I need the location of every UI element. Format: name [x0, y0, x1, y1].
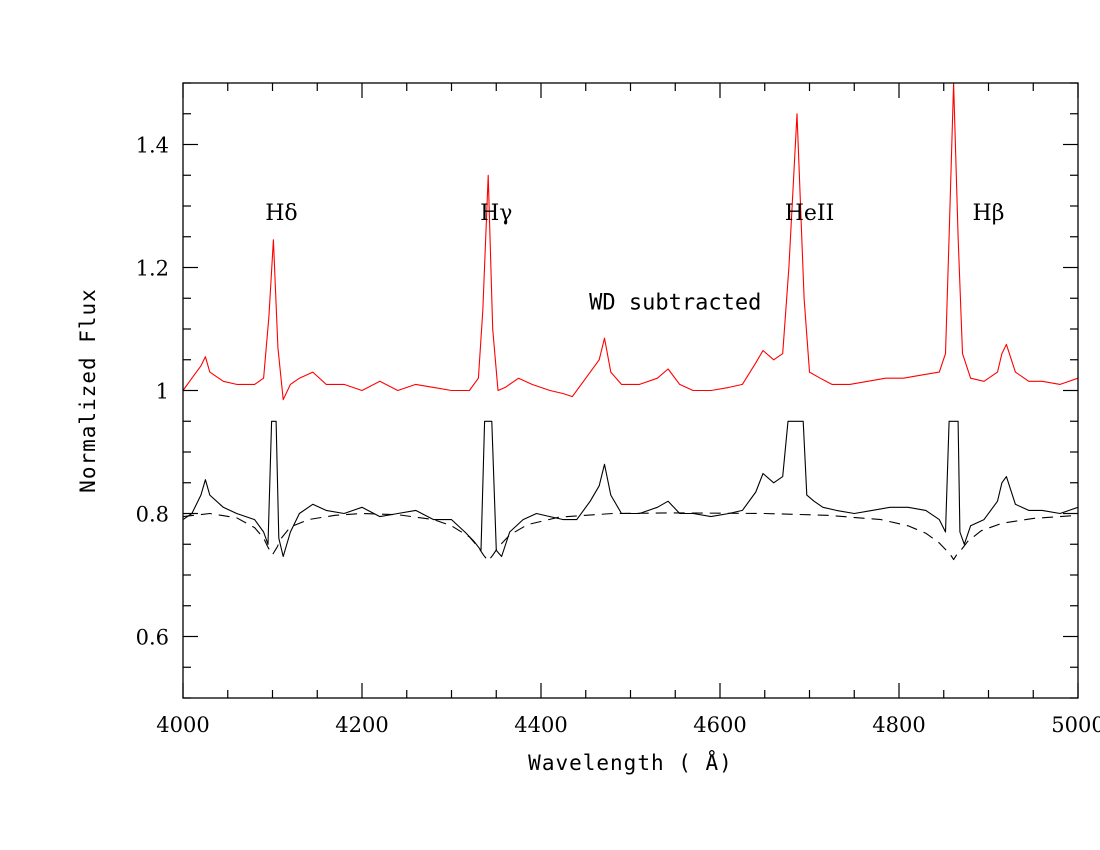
annotation-label: HeII: [785, 201, 835, 226]
annotation-label: Hγ: [480, 201, 512, 226]
annotation-label: Hβ: [973, 201, 1005, 226]
x-tick-label: 4400: [514, 713, 567, 737]
tick-labels: 4000 4200 4400 4600 4800 5000 0.6 0.8 1 1.2 1.4: [136, 134, 1100, 738]
y-axis-title: Normalized Flux: [76, 288, 100, 493]
annotations: Hδ Hγ HeII Hβ WD subtracted: [265, 201, 1004, 315]
x-tick-label: 5000: [1051, 713, 1100, 737]
ticks-layer: [182, 82, 1079, 699]
y-tick-label: 1.4: [136, 134, 169, 158]
y-tick-label: 1.2: [136, 257, 169, 281]
series-line-1: [183, 83, 1078, 401]
x-tick-label: 4200: [335, 713, 388, 737]
plot-frame: [182, 82, 1079, 699]
annotation-label: WD subtracted: [589, 290, 761, 315]
y-tick-label: 0.6: [136, 626, 169, 650]
series-line-2: [183, 420, 1078, 558]
x-axis-title: Wavelength ( Å): [528, 749, 733, 775]
annotation-label: Hδ: [265, 201, 297, 226]
y-tick-label: 1: [156, 380, 169, 404]
y-tick-label: 0.8: [136, 503, 169, 527]
x-tick-label: 4600: [693, 713, 746, 737]
x-tick-label: 4000: [156, 713, 209, 737]
series-layer: [183, 83, 1078, 562]
x-tick-label: 4800: [872, 713, 925, 737]
series-line-3: [183, 512, 1078, 562]
